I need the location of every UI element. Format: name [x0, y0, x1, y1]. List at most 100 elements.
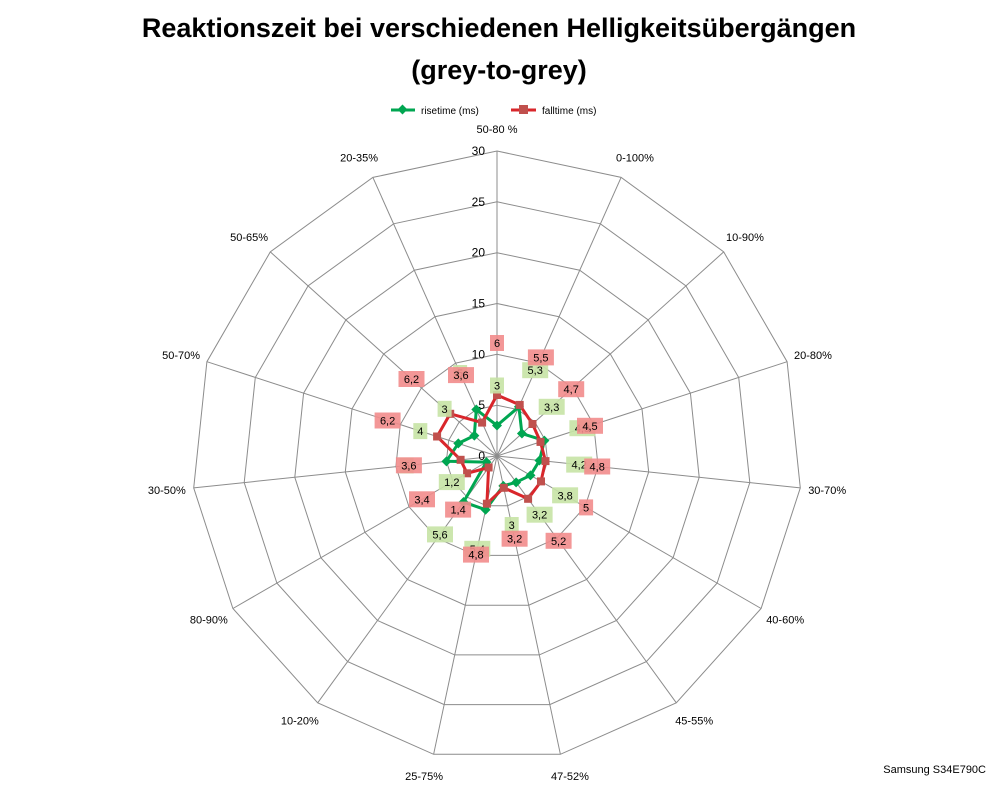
- grid-ring: [243, 201, 751, 706]
- category-label: 10-20%: [281, 716, 319, 728]
- radial-tick-label: 5: [478, 398, 485, 412]
- legend: risetime (ms) falltime (ms): [391, 104, 596, 117]
- data-point: [441, 456, 452, 467]
- data-label-box: [490, 377, 504, 394]
- data-label: 3: [504, 517, 519, 533]
- radial-tick-label: 0: [478, 449, 485, 463]
- data-point: [469, 430, 480, 441]
- category-label: 20-35%: [340, 152, 378, 164]
- category-labels: 50-80 % 0-100% 10-90% 20-80% 30-70% 40-60% 45-…: [148, 124, 846, 783]
- data-label-box: [527, 349, 554, 366]
- data-label-text: 3,2: [507, 534, 522, 546]
- series-line: [435, 393, 547, 506]
- category-label: 40-60%: [766, 615, 804, 627]
- category-label: 50-80 %: [477, 124, 518, 136]
- radial-tick-label: 15: [472, 297, 486, 311]
- data-label: 5,3: [522, 362, 549, 379]
- grid-ring: [193, 150, 801, 755]
- data-label-text: 3,3: [544, 402, 559, 414]
- data-label-text: 6,2: [404, 374, 419, 386]
- data-label: 6,2: [374, 412, 401, 429]
- legend-item-falltime: falltime (ms): [511, 105, 596, 117]
- grid-ring: [294, 252, 700, 656]
- data-label-text: 3: [509, 520, 515, 532]
- data-point: [456, 455, 465, 464]
- data-point: [482, 499, 491, 508]
- data-label-box: [413, 423, 428, 440]
- data-label-box: [504, 517, 519, 533]
- radial-tick-label: 30: [472, 144, 486, 158]
- data-point: [524, 494, 533, 503]
- data-label: 3,8: [552, 487, 579, 504]
- data-label: 4: [413, 423, 428, 440]
- data-point: [433, 432, 442, 441]
- data-label-box: [445, 501, 472, 518]
- data-label-text: 4,5: [582, 421, 597, 433]
- data-label-box: [522, 362, 549, 379]
- data-label: 4,8: [463, 546, 489, 563]
- category-label: 45-55%: [675, 716, 713, 728]
- data-point: [453, 438, 464, 449]
- chart-title-line2: (grey-to-grey): [411, 55, 587, 85]
- data-label: 3,3: [538, 398, 565, 415]
- data-label-box: [437, 400, 452, 417]
- data-point: [471, 404, 482, 415]
- legend-marker-falltime: [519, 105, 528, 114]
- category-label: 50-65%: [230, 232, 268, 244]
- chart-title-line1: Reaktionszeit bei verschiedenen Helligke…: [142, 13, 856, 43]
- data-label-text: 5: [583, 502, 589, 514]
- monitor-model-footer: Samsung S34E790C: [883, 764, 986, 776]
- data-label-box: [579, 499, 594, 516]
- spoke-line: [496, 455, 677, 704]
- data-label: 4,7: [558, 381, 585, 398]
- radial-tick-labels: 0 5 10 15 20 25 30: [472, 144, 486, 463]
- data-label-text: 4,7: [564, 384, 579, 396]
- data-point: [528, 420, 537, 428]
- data-point: [536, 437, 545, 446]
- data-label: 5: [579, 499, 594, 516]
- data-label-text: 1,2: [444, 477, 459, 489]
- category-label: 0-100%: [616, 152, 654, 164]
- data-label: 4,8: [584, 458, 611, 475]
- category-label: 47-52%: [551, 771, 589, 783]
- data-point: [537, 477, 545, 486]
- data-label-text: 4,8: [590, 462, 605, 474]
- data-label: 3,2: [501, 530, 528, 547]
- data-label-box: [490, 335, 504, 351]
- data-label: 5,5: [527, 349, 554, 366]
- data-point: [515, 400, 524, 409]
- data-label-box: [448, 367, 474, 384]
- data-label-text: 5,3: [528, 365, 543, 377]
- data-label-text: 5,5: [533, 352, 548, 364]
- data-label-box: [538, 398, 565, 415]
- data-label: 3,4: [409, 491, 435, 508]
- data-label-box: [577, 417, 603, 434]
- data-point: [516, 428, 527, 439]
- spoke-line: [496, 455, 561, 755]
- data-label: 1,4: [445, 501, 472, 518]
- legend-label-falltime: falltime (ms): [542, 106, 596, 117]
- data-label: 6,2: [398, 371, 425, 387]
- spoke-line: [206, 361, 498, 457]
- data-label-box: [374, 412, 401, 429]
- data-label-box: [501, 530, 528, 547]
- data-label-text: 5,2: [551, 536, 566, 548]
- data-label: 3,6: [395, 457, 422, 474]
- data-label-box: [584, 458, 611, 475]
- data-label-text: 4: [417, 426, 423, 438]
- category-label: 80-90%: [190, 615, 228, 627]
- data-label-text: 3: [494, 381, 500, 393]
- radial-tick-label: 25: [472, 195, 486, 209]
- data-label-box: [398, 371, 425, 387]
- category-label: 30-70%: [808, 485, 846, 497]
- radial-tick-label: 10: [472, 347, 486, 361]
- grid-ring: [445, 404, 549, 507]
- data-label-text: 4,8: [468, 550, 483, 562]
- data-point: [541, 457, 550, 466]
- data-point: [478, 418, 487, 427]
- data-label-text: 4,2: [572, 460, 587, 472]
- data-point: [525, 470, 536, 481]
- data-label-box: [395, 457, 422, 474]
- data-label: 1,2: [438, 474, 465, 491]
